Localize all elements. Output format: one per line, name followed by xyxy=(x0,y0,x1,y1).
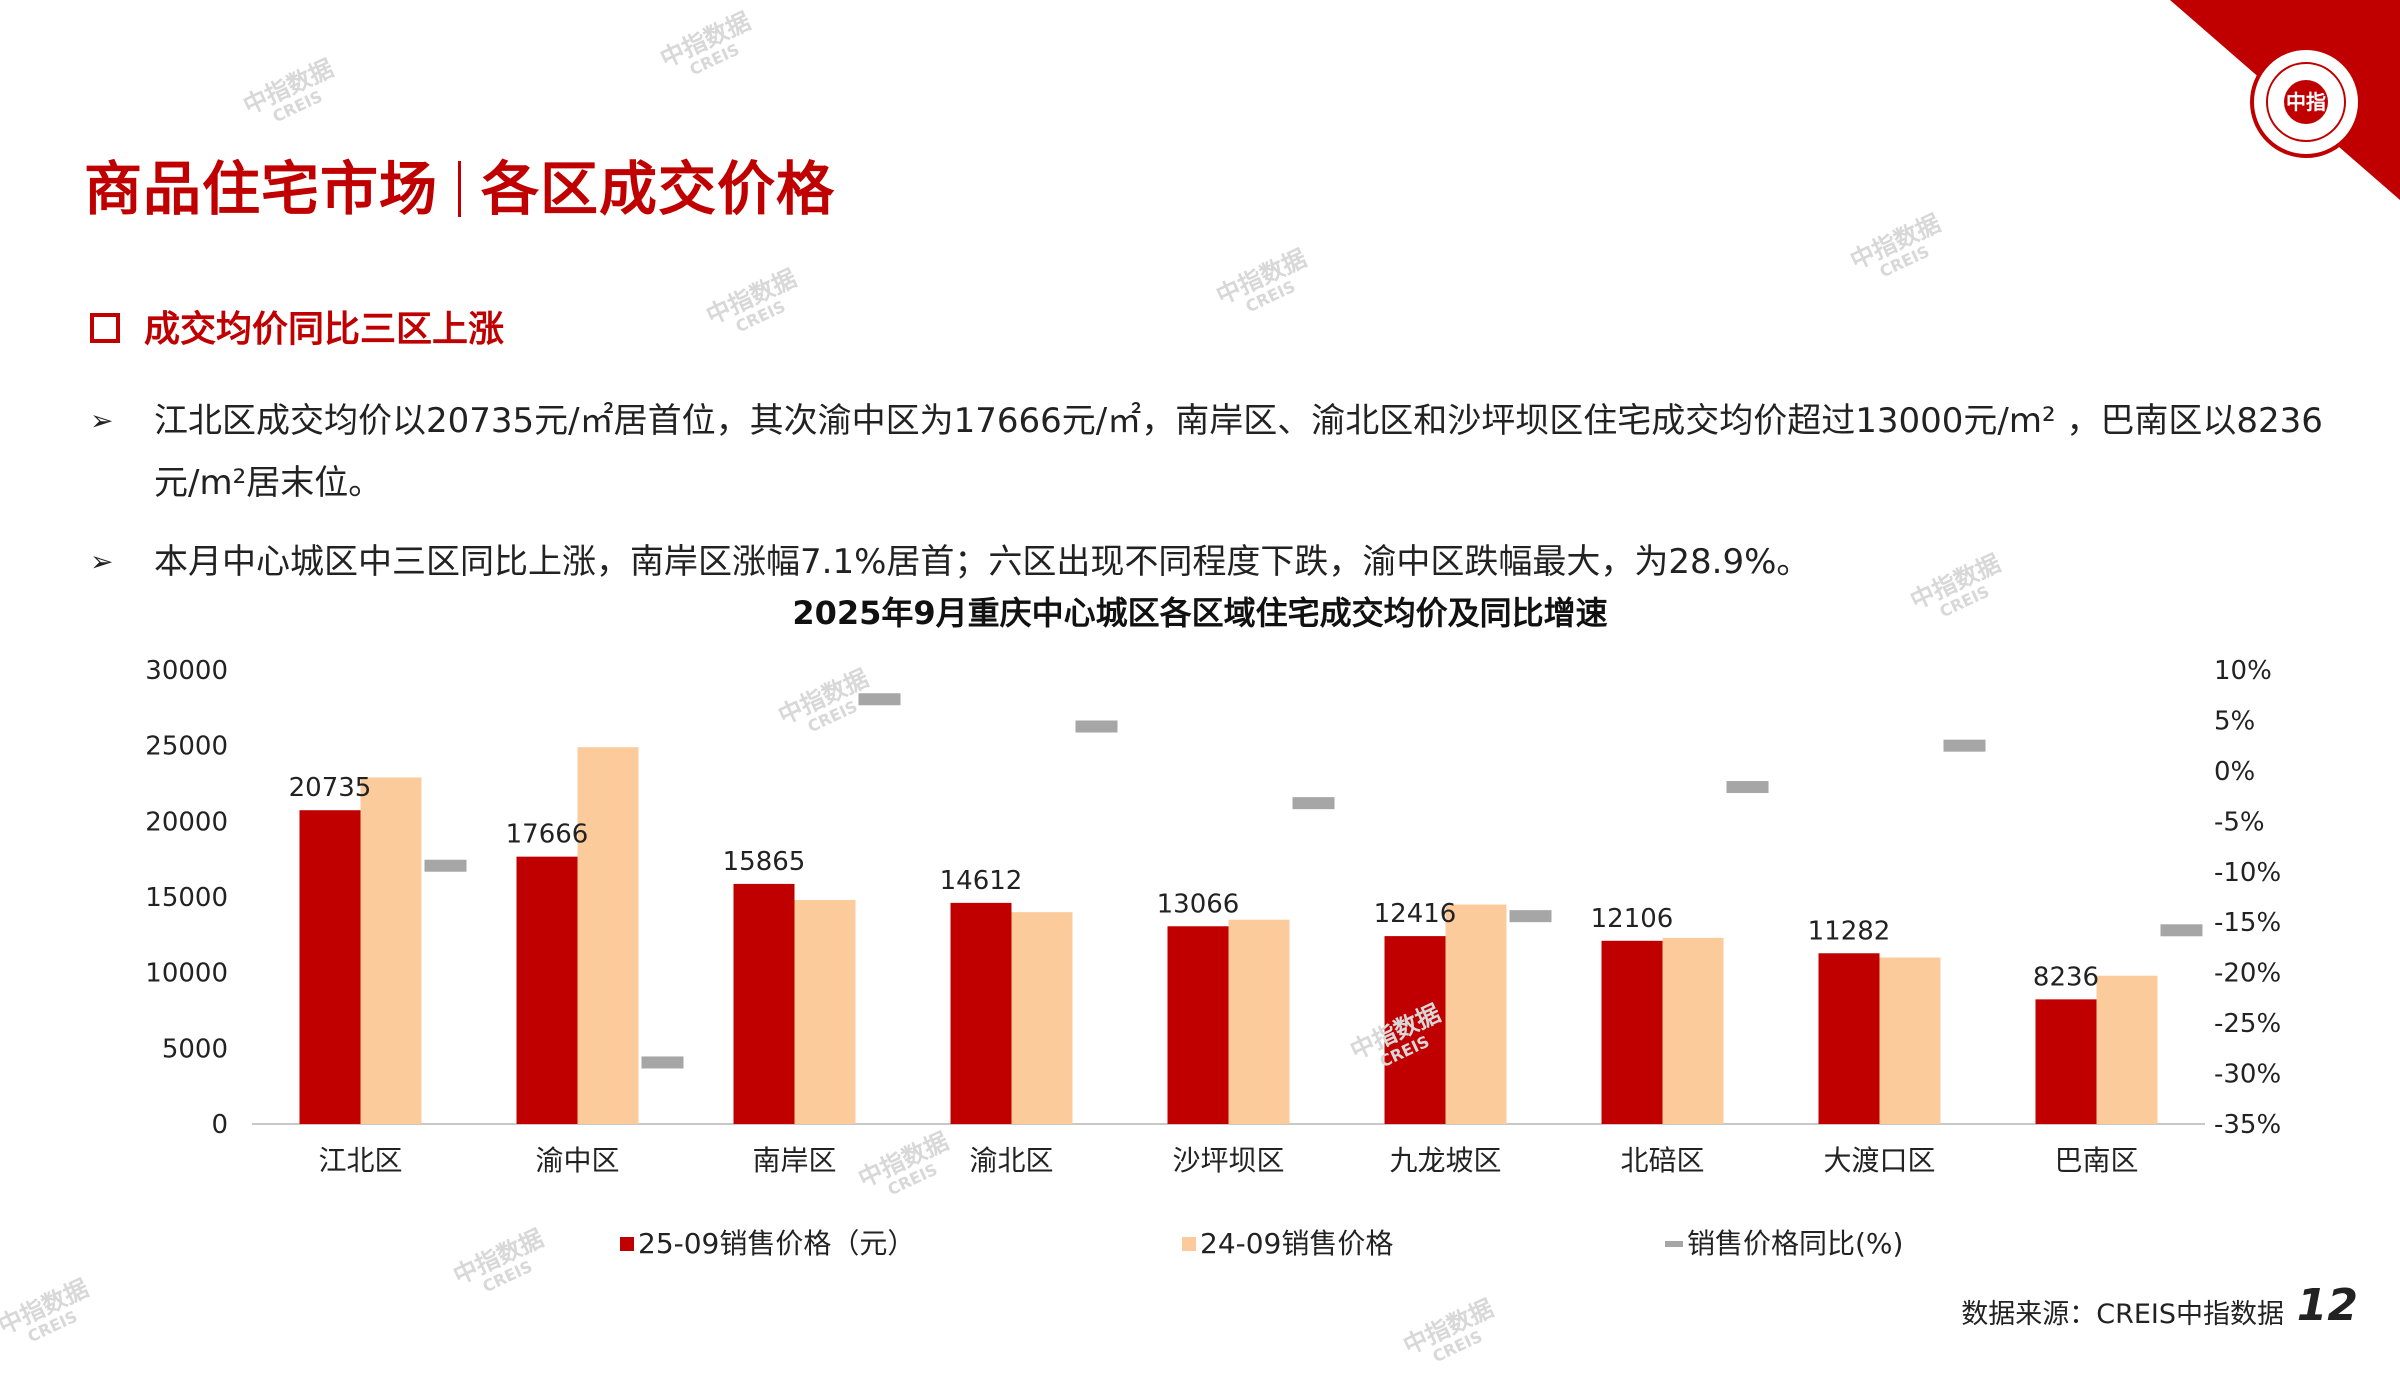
left-axis-ticks: 0 5000 10000 15000 20000 25000 30000 xyxy=(145,656,228,1140)
yoy-marker xyxy=(858,693,901,706)
data-source: 数据来源：CREIS中指数据 xyxy=(1961,1299,2284,1330)
left-axis-tick-label: 15000 xyxy=(145,883,228,913)
bar-data-label: 12106 xyxy=(1591,904,1674,934)
legend-dash-yoy xyxy=(1665,1241,1683,1247)
category-label: 巴南区 xyxy=(2054,1144,2138,1177)
category-label: 大渡口区 xyxy=(1823,1144,1935,1177)
left-axis-tick-label: 10000 xyxy=(145,959,228,989)
category-label: 沙坪坝区 xyxy=(1172,1144,1284,1177)
bar-previous xyxy=(1662,937,1724,1124)
bar-data-label: 17666 xyxy=(506,820,589,850)
left-axis-tick-label: 25000 xyxy=(145,732,228,762)
bullet-item: ➢ 本月中心城区中三区同比上涨，南岸区涨幅7.1%居首；六区出现不同程度下跌，渝… xyxy=(90,531,2330,593)
bar-current xyxy=(1818,953,1880,1124)
legend-swatch-previous xyxy=(1182,1237,1196,1251)
legend-label-yoy: 销售价格同比(%) xyxy=(1687,1227,1904,1260)
yoy-marker xyxy=(1726,781,1769,794)
bar-previous xyxy=(577,747,639,1124)
bar-data-label: 11282 xyxy=(1808,916,1891,946)
bullet-text: 本月中心城区中三区同比上涨，南岸区涨幅7.1%居首；六区出现不同程度下跌，渝中区… xyxy=(154,542,1811,582)
category-label: 渝北区 xyxy=(969,1144,1053,1177)
bar-current xyxy=(1167,926,1229,1124)
right-axis-tick-label: -20% xyxy=(2214,959,2281,989)
category-label: 北碚区 xyxy=(1620,1144,1704,1177)
left-axis-tick-label: 5000 xyxy=(162,1034,228,1064)
arrow-bullet-icon: ➢ xyxy=(90,404,114,437)
category-labels: 江北区 渝中区 南岸区 渝北区 沙坪坝区 九龙坡区 北碚区 大渡口区 巴南区 xyxy=(318,1144,2138,1177)
bullet-text: 江北区成交均价以20735元/㎡居首位，其次渝中区为17666元/㎡，南岸区、渝… xyxy=(154,401,2323,503)
logo-mark: 中指 xyxy=(2284,80,2328,124)
bar-previous xyxy=(1228,919,1290,1124)
right-axis-tick-label: -5% xyxy=(2214,807,2265,837)
yoy-marker xyxy=(424,859,467,872)
yoy-marker xyxy=(2160,924,2203,937)
right-axis-tick-label: -35% xyxy=(2214,1110,2281,1140)
right-axis-tick-label: -10% xyxy=(2214,858,2281,888)
bar-current xyxy=(516,856,578,1124)
legend-label-current: 25-09销售价格（元） xyxy=(638,1227,916,1260)
bar-data-label: 15865 xyxy=(723,847,806,877)
bar-previous xyxy=(360,777,422,1124)
yoy-marker xyxy=(1943,739,1986,752)
legend-item-previous: 24-09销售价格 xyxy=(1182,1222,1393,1262)
yoy-marker xyxy=(641,1056,684,1069)
category-label: 江北区 xyxy=(318,1144,402,1177)
bars xyxy=(299,747,2158,1124)
bar-data-label: 20735 xyxy=(289,773,372,803)
legend-item-current: 25-09销售价格（元） xyxy=(620,1222,915,1262)
right-axis-ticks: -35% -30% -25% -20% -15% -10% -5% 0% 5% 10% xyxy=(2214,656,2281,1140)
bar-previous xyxy=(1445,904,1507,1124)
bar-current xyxy=(950,902,1012,1124)
bar-data-label: 8236 xyxy=(2033,962,2099,992)
legend-swatch-current xyxy=(620,1237,634,1251)
data-labels: 20735 17666 15865 14612 13066 12416 12106 11282… xyxy=(289,773,2099,992)
bar-current xyxy=(1601,940,1663,1124)
bar-current xyxy=(1384,936,1446,1124)
right-axis-tick-label: -25% xyxy=(2214,1009,2281,1039)
left-axis-tick-label: 0 xyxy=(211,1110,228,1140)
bar-data-label: 12416 xyxy=(1374,899,1457,929)
bar-current xyxy=(299,810,361,1124)
bar-previous xyxy=(1879,957,1941,1124)
page-title: 商品住宅市场 各区成交价格 xyxy=(84,142,835,226)
square-bullet-icon xyxy=(90,313,120,343)
category-label: 南岸区 xyxy=(752,1144,836,1177)
right-axis-tick-label: 10% xyxy=(2214,656,2272,686)
chart-title: 2025年9月重庆中心城区各区域住宅成交均价及同比增速 xyxy=(792,594,1608,632)
page-number: 12 xyxy=(2296,1280,2358,1331)
legend-label-previous: 24-09销售价格 xyxy=(1200,1227,1394,1260)
yoy-marker xyxy=(1509,910,1552,923)
left-axis-tick-label: 20000 xyxy=(145,807,228,837)
left-axis-tick-label: 30000 xyxy=(145,656,228,686)
bar-previous xyxy=(2096,975,2158,1124)
section-heading: 成交均价同比三区上涨 xyxy=(90,300,504,352)
bullet-item: ➢ 江北区成交均价以20735元/㎡居首位，其次渝中区为17666元/㎡，南岸区… xyxy=(90,390,2330,514)
bar-previous xyxy=(794,900,856,1124)
yoy-markers xyxy=(424,693,2203,1069)
category-label: 九龙坡区 xyxy=(1389,1144,1501,1177)
bar-data-label: 13066 xyxy=(1157,889,1240,919)
bar-previous xyxy=(1011,912,1073,1124)
title-separator xyxy=(458,161,462,217)
page-title-sub: 各区成交价格 xyxy=(481,155,836,223)
bar-data-label: 14612 xyxy=(940,866,1023,896)
right-axis-tick-label: 0% xyxy=(2214,757,2255,787)
bar-current xyxy=(733,883,795,1124)
right-axis-tick-label: -15% xyxy=(2214,908,2281,938)
right-axis-tick-label: 5% xyxy=(2214,706,2255,736)
logo-ring xyxy=(2266,62,2346,142)
arrow-bullet-icon: ➢ xyxy=(90,545,114,578)
page-title-main: 商品住宅市场 xyxy=(84,155,439,223)
category-label: 渝中区 xyxy=(535,1144,619,1177)
yoy-marker xyxy=(1075,720,1118,733)
yoy-marker xyxy=(1292,797,1335,810)
section-heading-text: 成交均价同比三区上涨 xyxy=(144,309,505,350)
legend-item-yoy: 销售价格同比(%) xyxy=(1665,1222,1903,1262)
bar-current xyxy=(2035,999,2097,1124)
logo-seal: 中指 xyxy=(2250,46,2362,158)
right-axis-tick-label: -30% xyxy=(2214,1060,2281,1090)
